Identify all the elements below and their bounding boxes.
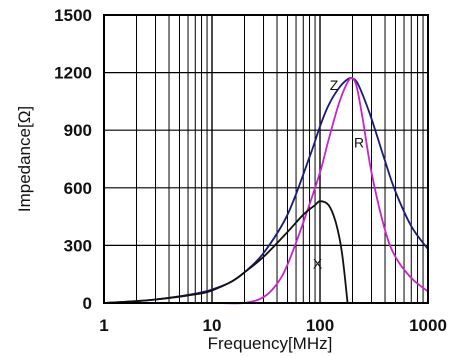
x-tick-label: 10 — [203, 316, 222, 335]
series-labels: Z R X — [313, 77, 364, 272]
series-line-r — [104, 77, 429, 305]
y-tick-label: 300 — [64, 236, 92, 255]
series-label-z: Z — [330, 77, 339, 93]
y-tick-label: 600 — [64, 179, 92, 198]
y-tick-label: 0 — [83, 294, 92, 313]
series-label-r: R — [354, 134, 364, 150]
x-axis-title: Frequency[MHz] — [208, 334, 333, 353]
x-tick-label: 1000 — [409, 316, 447, 335]
y-tick-label: 900 — [64, 121, 92, 140]
x-tick-labels: 1 10 100 1000 — [99, 316, 447, 335]
y-tick-label: 1200 — [54, 64, 92, 83]
x-tick-label: 100 — [306, 316, 334, 335]
series-label-x: X — [313, 255, 323, 271]
y-tick-labels: 0 300 600 900 1200 1500 — [54, 6, 92, 313]
series-lines — [103, 77, 429, 305]
grid-lines — [104, 15, 428, 303]
plot-frame — [103, 14, 429, 304]
series-line-x — [103, 200, 349, 304]
x-tick-label: 1 — [99, 316, 108, 335]
y-tick-label: 1500 — [54, 6, 92, 25]
y-axis-title: Impedance[Ω] — [15, 106, 34, 212]
